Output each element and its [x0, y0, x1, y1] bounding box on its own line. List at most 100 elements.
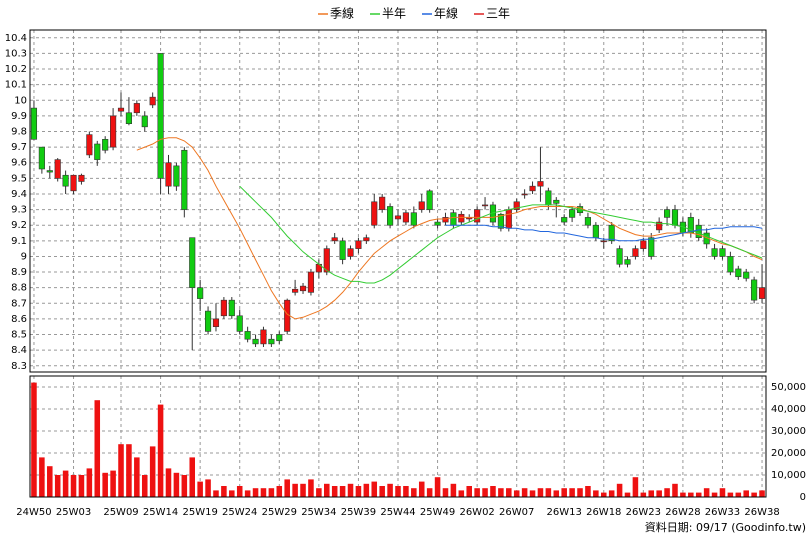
- candle-body: [569, 209, 576, 218]
- candle-body: [94, 143, 101, 160]
- candle-body: [157, 53, 164, 179]
- candle-body: [102, 139, 109, 151]
- y-tick-label: 9.9: [11, 111, 27, 122]
- y-tick-label: 8.6: [11, 314, 27, 325]
- volume-bar: [426, 488, 433, 497]
- candle-body: [584, 217, 592, 226]
- y2-tick-label: 20,000: [771, 448, 806, 459]
- volume-bar: [482, 488, 488, 497]
- x-tick-label: 26W33: [705, 507, 740, 518]
- y-tick-label: 10.2: [5, 64, 27, 75]
- volume-bar: [585, 486, 591, 497]
- candle-body: [363, 237, 370, 242]
- volume-bar: [727, 492, 734, 497]
- volume-bar: [324, 483, 330, 497]
- volume-bar: [418, 481, 425, 497]
- volume-bar: [680, 492, 686, 497]
- volume-bar: [78, 475, 85, 497]
- candle-body: [133, 103, 140, 114]
- candle-body: [339, 240, 346, 260]
- candle-body: [244, 331, 251, 340]
- candle-body: [54, 159, 61, 179]
- volume-bar: [379, 486, 385, 497]
- volume-bar: [118, 444, 124, 497]
- volume-bar: [593, 490, 599, 497]
- x-tick-label: 25W39: [341, 507, 376, 518]
- x-tick-label: 25W14: [143, 507, 178, 518]
- price-panel-border: [29, 29, 767, 373]
- y-tick-label: 10.1: [5, 80, 27, 91]
- candle-body: [640, 240, 647, 249]
- x-tick-label: 25W03: [56, 507, 91, 518]
- volume-bar: [62, 470, 69, 497]
- volume-bar: [339, 486, 346, 497]
- y-tick-label: 8.5: [11, 330, 27, 341]
- candle-body: [608, 224, 615, 242]
- candle-body: [30, 107, 38, 140]
- candle-body: [268, 338, 275, 345]
- candle-body: [426, 190, 433, 210]
- volume-bar: [600, 492, 607, 497]
- candle-body: [236, 315, 243, 332]
- candle-body: [450, 212, 457, 226]
- candle-body: [513, 201, 520, 210]
- volume-bar: [347, 483, 354, 497]
- y-tick-label: 8.8: [11, 283, 27, 294]
- y-tick-label: 10.3: [5, 48, 27, 59]
- y-tick-label: 9.5: [11, 173, 27, 184]
- volume-bar: [268, 488, 275, 497]
- candle-body: [181, 149, 188, 210]
- candle-body: [671, 209, 679, 226]
- x-tick-label: 25W29: [262, 507, 297, 518]
- volume-bar: [434, 477, 441, 497]
- y-tick-label: 8.9: [11, 267, 27, 278]
- volume-bar: [458, 490, 465, 497]
- volume-bar: [387, 483, 393, 497]
- candle-body: [331, 237, 338, 242]
- volume-bar: [229, 490, 235, 497]
- volume-bar: [735, 492, 742, 497]
- candle-body: [197, 287, 204, 299]
- candle-body: [347, 248, 354, 257]
- candle-body: [189, 237, 196, 288]
- y2-tick-label: 0: [800, 492, 806, 503]
- x-tick-label: 26W23: [626, 507, 661, 518]
- volume-bar: [672, 483, 678, 497]
- ma-line: [445, 224, 763, 242]
- x-tick-label: 25W34: [301, 507, 336, 518]
- volume-panel-border: [29, 375, 767, 498]
- candle-body: [402, 212, 409, 223]
- y-tick-label: 9.7: [11, 142, 27, 153]
- volume-bar: [102, 472, 108, 497]
- volume-bar: [236, 486, 243, 497]
- volume-bar: [149, 446, 156, 497]
- candle-body: [743, 271, 750, 279]
- volume-bar: [537, 488, 544, 497]
- y-tick-label: 9.2: [11, 220, 27, 231]
- ma-line: [136, 137, 763, 320]
- candle-body: [292, 288, 299, 293]
- volume-bar: [292, 483, 298, 497]
- candle-body: [418, 201, 425, 210]
- candle-body: [474, 209, 481, 223]
- y-tick-label: 9.4: [11, 189, 27, 200]
- candle-body: [632, 248, 639, 257]
- candle-body: [299, 285, 307, 292]
- volume-bar: [260, 488, 267, 497]
- volume-bar: [316, 488, 322, 497]
- x-tick-label: 26W18: [586, 507, 621, 518]
- candle-body: [141, 115, 148, 128]
- candle-body: [616, 248, 623, 265]
- candle-body: [727, 256, 734, 273]
- candle-body: [656, 221, 663, 231]
- candle-body: [434, 221, 441, 226]
- x-tick-label: 26W28: [665, 507, 700, 518]
- candle-body: [561, 217, 568, 223]
- volume-bar: [719, 488, 726, 497]
- x-tick-label: 26W38: [744, 507, 779, 518]
- candle-body: [497, 213, 504, 229]
- candle-body: [204, 310, 212, 332]
- volume-bar: [134, 457, 140, 497]
- volume-bar: [126, 444, 132, 497]
